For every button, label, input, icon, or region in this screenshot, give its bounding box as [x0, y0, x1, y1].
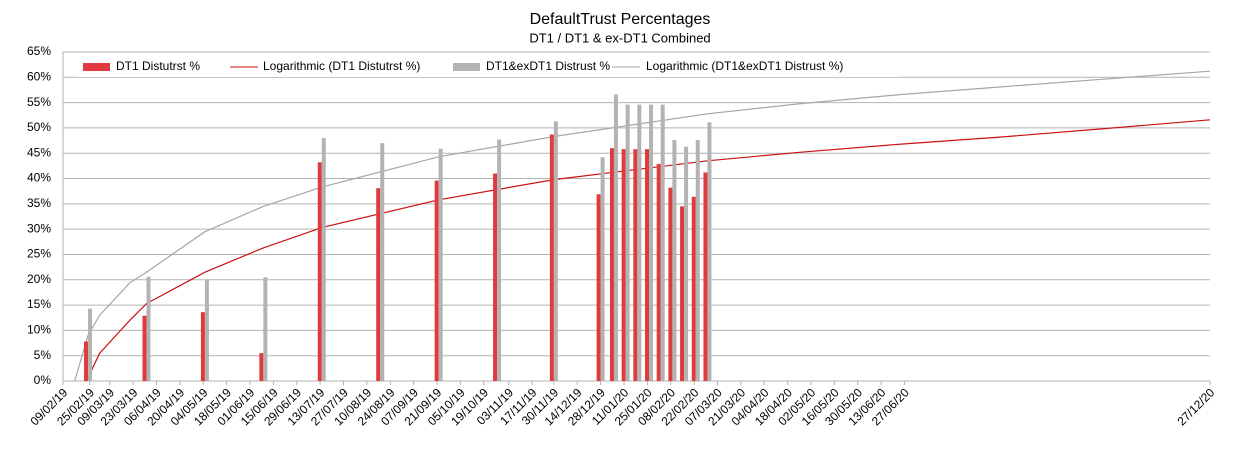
bar [707, 122, 712, 382]
y-tick-label: 0% [34, 373, 52, 387]
bar [656, 163, 661, 381]
legend-label: DT1 Distutrst % [116, 59, 200, 73]
bar [84, 341, 89, 381]
y-tick-label: 60% [27, 69, 51, 83]
bar [703, 172, 708, 381]
bar [613, 94, 618, 382]
bar [649, 104, 654, 381]
bar [88, 308, 93, 381]
y-tick-label: 25% [27, 247, 51, 261]
bar [146, 276, 151, 381]
bar [493, 173, 498, 381]
y-tick-label: 30% [27, 221, 51, 235]
bar [263, 277, 268, 381]
y-tick-label: 15% [27, 297, 51, 311]
bar [200, 312, 205, 381]
legend-background [78, 57, 898, 77]
bar [259, 353, 264, 381]
y-tick-label: 10% [27, 323, 51, 337]
bar [680, 206, 685, 381]
legend-label: DT1&exDT1 Distrust % [486, 59, 610, 73]
y-tick-label: 20% [27, 272, 51, 286]
y-tick-label: 50% [27, 120, 51, 134]
bar [609, 148, 614, 381]
bar [553, 121, 558, 381]
bar [317, 162, 322, 381]
legend-swatch [453, 63, 480, 71]
bar [672, 140, 677, 381]
bar [497, 139, 502, 381]
bar [596, 194, 601, 381]
chart-title: DefaultTrust Percentages [530, 11, 711, 28]
y-tick-label: 5% [34, 348, 52, 362]
bar [633, 149, 638, 381]
bar [438, 148, 443, 381]
bar [321, 138, 326, 381]
legend-label: Logarithmic (DT1 Distutrst %) [263, 59, 420, 73]
y-tick-label: 40% [27, 171, 51, 185]
bar [668, 187, 673, 381]
y-tick-label: 65% [27, 44, 51, 58]
bar [380, 143, 385, 381]
bar [625, 104, 630, 381]
bar [600, 157, 605, 381]
legend-swatch [83, 63, 110, 71]
bar [142, 315, 147, 381]
legend: DT1 Distutrst % Logarithmic (DT1 Distutr… [78, 57, 898, 77]
chart-subtitle: DT1 / DT1 & ex-DT1 Combined [529, 30, 710, 45]
bar [376, 188, 381, 381]
bar [645, 149, 650, 381]
bar [434, 180, 439, 381]
bar [660, 104, 665, 381]
bar [637, 104, 642, 381]
bar [695, 140, 700, 381]
bar [204, 280, 209, 381]
bar [684, 146, 689, 381]
y-tick-label: 45% [27, 145, 51, 159]
bar [691, 196, 696, 381]
legend-label: Logarithmic (DT1&exDT1 Distrust %) [646, 59, 843, 73]
bar [621, 149, 626, 381]
y-tick-label: 55% [27, 95, 51, 109]
y-tick-label: 35% [27, 196, 51, 210]
bar [549, 134, 554, 381]
